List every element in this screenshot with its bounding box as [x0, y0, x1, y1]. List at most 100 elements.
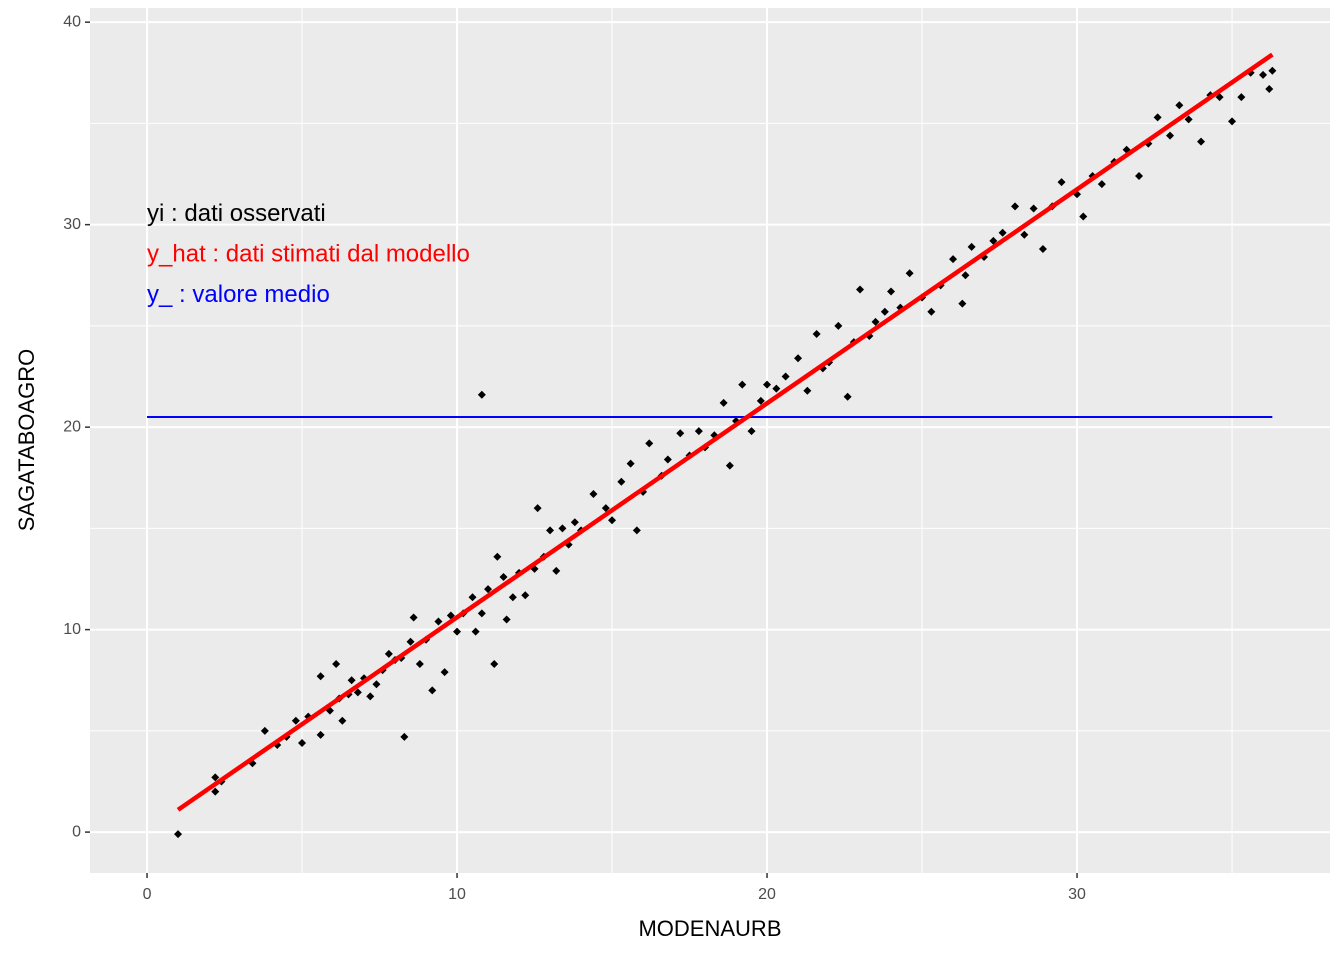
- point: [843, 392, 852, 401]
- point: [1265, 84, 1274, 93]
- point: [949, 255, 958, 264]
- point: [484, 585, 493, 594]
- x-tick-label: 0: [143, 886, 152, 903]
- point: [694, 427, 703, 436]
- point: [1166, 131, 1175, 140]
- point: [756, 396, 765, 405]
- fit-line: [176, 52, 1274, 812]
- point: [1057, 178, 1066, 187]
- point: [453, 627, 462, 636]
- point: [558, 524, 567, 533]
- point: [601, 504, 610, 513]
- y-tick-label: 40: [63, 13, 81, 30]
- point: [471, 627, 480, 636]
- point: [546, 526, 555, 535]
- point: [1184, 115, 1193, 124]
- point: [1237, 93, 1246, 102]
- annotation: yi : dati osservati: [147, 200, 326, 227]
- x-tick-label: 20: [758, 886, 776, 903]
- point: [570, 518, 579, 527]
- point: [521, 591, 530, 600]
- point: [1135, 172, 1144, 181]
- y-tick-label: 20: [63, 418, 81, 435]
- annotation: y_hat : dati stimati dal modello: [147, 240, 470, 267]
- point: [347, 676, 356, 685]
- point: [552, 566, 561, 575]
- point: [508, 593, 517, 602]
- point: [794, 354, 803, 363]
- point: [1038, 244, 1047, 253]
- point: [400, 732, 409, 741]
- point: [211, 773, 220, 782]
- point: [338, 716, 347, 725]
- point: [316, 730, 325, 739]
- point: [772, 384, 781, 393]
- point: [1020, 230, 1029, 239]
- y-tick-label: 0: [72, 823, 81, 840]
- x-tick-label: 30: [1068, 886, 1086, 903]
- point: [738, 380, 747, 389]
- point: [871, 317, 880, 326]
- point: [961, 271, 970, 280]
- point: [856, 285, 865, 294]
- point: [490, 660, 499, 669]
- point: [1215, 93, 1224, 102]
- point: [211, 787, 220, 796]
- point: [812, 329, 821, 338]
- x-tick-label: 10: [448, 886, 466, 903]
- point: [477, 609, 486, 618]
- point: [803, 386, 812, 395]
- y-tick-label: 10: [63, 621, 81, 638]
- point: [298, 739, 307, 748]
- point: [493, 552, 502, 561]
- point: [1097, 180, 1106, 189]
- point: [468, 593, 477, 602]
- point: [905, 269, 914, 278]
- point: [428, 686, 437, 695]
- point: [502, 615, 511, 624]
- point: [632, 526, 641, 535]
- point: [1259, 70, 1268, 79]
- point: [1175, 101, 1184, 110]
- point: [998, 228, 1007, 237]
- point: [384, 649, 393, 658]
- point: [608, 516, 617, 525]
- point: [499, 572, 508, 581]
- point: [747, 427, 756, 436]
- point: [725, 461, 734, 470]
- point: [887, 287, 896, 296]
- point: [967, 242, 976, 251]
- point: [1197, 137, 1206, 146]
- point: [332, 660, 341, 669]
- point: [719, 398, 728, 407]
- point: [353, 688, 362, 697]
- point: [174, 830, 183, 839]
- point: [1011, 202, 1020, 211]
- point: [763, 380, 772, 389]
- point: [1228, 117, 1237, 126]
- point: [989, 236, 998, 245]
- point: [676, 429, 685, 438]
- point: [260, 726, 269, 735]
- point: [406, 637, 415, 646]
- point: [589, 489, 598, 498]
- point: [440, 668, 449, 677]
- point: [626, 459, 635, 468]
- point: [927, 307, 936, 316]
- point: [958, 299, 967, 308]
- point: [781, 372, 790, 381]
- point: [1029, 204, 1038, 213]
- point: [880, 307, 889, 316]
- point: [617, 477, 626, 486]
- point: [409, 613, 418, 622]
- point: [1153, 113, 1162, 122]
- point: [533, 504, 542, 513]
- point: [372, 680, 381, 689]
- point: [316, 672, 325, 681]
- point: [291, 716, 300, 725]
- point: [415, 660, 424, 669]
- point: [663, 455, 672, 464]
- point: [1079, 212, 1088, 221]
- point: [645, 439, 654, 448]
